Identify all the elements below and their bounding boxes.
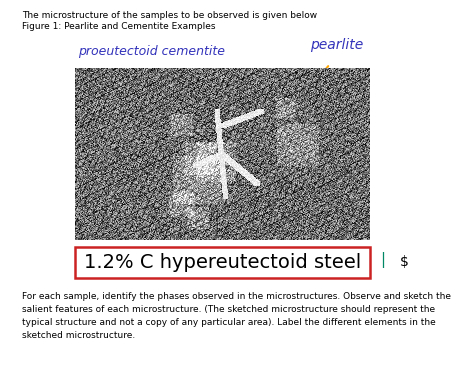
Bar <box>75 247 370 278</box>
Text: For each sample, identify the phases observed in the microstructures. Observe an: For each sample, identify the phases obs… <box>22 292 451 340</box>
Text: $: $ <box>400 255 409 270</box>
Text: Figure 1: Pearlite and Cementite Examples: Figure 1: Pearlite and Cementite Example… <box>22 22 216 31</box>
Text: The microstructure of the samples to be observed is given below: The microstructure of the samples to be … <box>22 11 317 20</box>
Text: 1.2% C hypereutectoid steel: 1.2% C hypereutectoid steel <box>84 253 361 272</box>
Text: pearlite: pearlite <box>310 38 363 52</box>
Text: |: | <box>380 252 385 269</box>
Text: proeutectoid cementite: proeutectoid cementite <box>78 45 225 58</box>
